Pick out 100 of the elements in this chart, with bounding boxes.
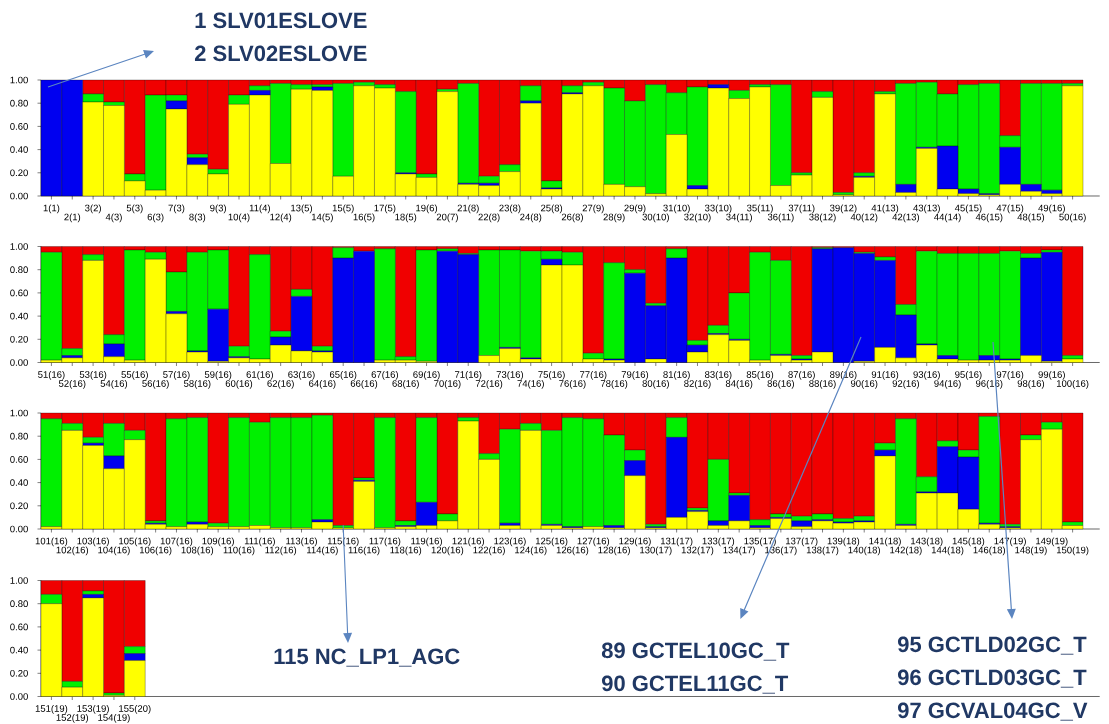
x-tick-label: 74(16) xyxy=(517,379,544,389)
x-tick-label: 24(8) xyxy=(520,213,542,223)
x-tick-label: 108(16) xyxy=(181,546,214,556)
x-tick-label: 144(18) xyxy=(931,546,964,556)
x-tick-label: 36(11) xyxy=(767,213,794,223)
text: 90 GCTEL11GC_T xyxy=(601,675,789,694)
x-tick-label: 95(16) xyxy=(955,370,982,380)
x-tick-label: 6(3) xyxy=(147,213,164,223)
y-tick-label: 0.60 xyxy=(10,456,28,463)
x-tick-label: 54(16) xyxy=(100,379,128,389)
x-tick-label: 16(5) xyxy=(353,213,375,223)
x-tick-label: 109(16) xyxy=(202,537,234,547)
y-tick-label: 0.60 xyxy=(10,623,28,631)
x-tick-label: 113(16) xyxy=(286,537,317,547)
y-tick-label: 0.40 xyxy=(10,646,28,654)
x-tick-label: 26(8) xyxy=(561,213,583,223)
x-tick-label: 152(19) xyxy=(56,713,89,723)
x-tick-label: 92(16) xyxy=(892,379,920,389)
x-tick-label: 138(17) xyxy=(806,546,839,556)
y-tick-label: 1.00 xyxy=(10,243,28,250)
x-tick-label: 99(16) xyxy=(1038,370,1065,380)
x-tick-label: 133(17) xyxy=(702,537,735,547)
text: 96 GCTLD03GC_T xyxy=(897,669,1087,688)
x-tick-label: 93(16) xyxy=(913,370,940,380)
y-tick-label: 0.00 xyxy=(10,192,28,200)
y-tick-label: 0.60 xyxy=(10,289,28,297)
x-tick-label: 146(18) xyxy=(973,546,1006,556)
x-tick-label: 123(16) xyxy=(494,537,526,547)
x-tick-label: 64(16) xyxy=(309,379,336,389)
x-tick-label: 20(7) xyxy=(436,213,458,223)
y-tick-label: 0.80 xyxy=(10,99,28,107)
x-tick-label: 1(1) xyxy=(43,204,60,214)
x-tick-label: 72(16) xyxy=(475,379,503,389)
x-tick-label: 140(18) xyxy=(848,546,880,556)
y-tick-label: 0.40 xyxy=(10,312,28,320)
y-tick-label: 0.60 xyxy=(10,123,28,130)
x-tick-label: 14(5) xyxy=(311,213,333,223)
x-tick-label: 142(18) xyxy=(890,546,922,556)
x-tick-label: 103(16) xyxy=(77,537,109,547)
x-tick-label: 67(16) xyxy=(371,370,398,380)
x-tick-label: 13(5) xyxy=(291,204,312,214)
x-tick-label: 34(11) xyxy=(726,213,752,223)
x-tick-label: 27(9) xyxy=(582,204,604,214)
x-tick-label: 117(16) xyxy=(369,537,401,547)
x-tick-label: 125(16) xyxy=(535,537,568,547)
x-tick-label: 127(16) xyxy=(577,537,610,547)
x-tick-label: 37(11) xyxy=(788,204,815,214)
x-tick-label: 65(16) xyxy=(329,370,357,380)
x-tick-label: 43(13) xyxy=(913,204,940,214)
x-tick-label: 88(16) xyxy=(809,379,836,389)
x-tick-label: 82(16) xyxy=(684,379,711,389)
x-tick-label: 129(16) xyxy=(619,537,651,547)
y-tick-label: 0.20 xyxy=(10,669,28,677)
x-tick-label: 102(16) xyxy=(56,546,89,556)
x-tick-label: 48(15) xyxy=(1017,213,1045,223)
x-tick-label: 18(5) xyxy=(395,213,417,223)
x-tick-label: 8(3) xyxy=(189,213,206,223)
x-tick-label: 77(16) xyxy=(580,370,607,380)
x-tick-label: 106(16) xyxy=(139,546,172,556)
text: 97 GCVAL04GC_V xyxy=(897,702,1088,721)
x-tick-label: 104(16) xyxy=(98,546,130,556)
x-tick-label: 105(16) xyxy=(119,537,151,547)
x-tick-label: 126(16) xyxy=(556,546,589,556)
x-tick-label: 147(19) xyxy=(994,537,1026,547)
x-tick-label: 2(1) xyxy=(64,213,81,223)
x-tick-label: 131(17) xyxy=(660,537,693,547)
x-tick-label: 42(13) xyxy=(892,213,920,223)
x-tick-label: 62(16) xyxy=(267,379,294,389)
x-tick-label: 46(15) xyxy=(975,213,1003,223)
x-tick-label: 55(16) xyxy=(121,370,148,380)
x-tick-label: 120(16) xyxy=(431,546,464,556)
x-tick-label: 5(3) xyxy=(126,204,143,214)
x-tick-label: 79(16) xyxy=(621,370,649,380)
x-tick-label: 53(16) xyxy=(79,370,107,380)
x-tick-label: 155(20) xyxy=(119,704,151,714)
x-tick-label: 51(16) xyxy=(38,370,65,380)
x-tick-label: 49(16) xyxy=(1038,204,1065,214)
y-tick-label: 0.80 xyxy=(10,600,28,608)
x-tick-label: 39(12) xyxy=(829,204,857,214)
x-tick-label: 110(16) xyxy=(223,546,255,556)
x-tick-label: 150(19) xyxy=(1056,546,1089,556)
x-tick-label: 87(16) xyxy=(788,370,815,380)
x-tick-label: 97(16) xyxy=(996,370,1024,380)
text: 1 SLV01ESLOVE xyxy=(195,12,367,29)
x-tick-label: 69(16) xyxy=(413,370,440,380)
x-tick-label: 59(16) xyxy=(204,370,232,380)
x-tick-label: 149(19) xyxy=(1036,537,1068,547)
x-tick-label: 70(16) xyxy=(434,379,461,389)
x-tick-label: 134(17) xyxy=(723,546,755,556)
x-tick-label: 41(13) xyxy=(871,204,899,214)
x-tick-label: 153(19) xyxy=(77,704,109,714)
x-tick-label: 76(16) xyxy=(559,379,586,389)
x-tick-label: 61(16) xyxy=(246,370,273,380)
x-tick-label: 86(16) xyxy=(767,379,794,389)
x-tick-label: 116(16) xyxy=(348,546,380,556)
x-tick-label: 9(3) xyxy=(210,204,226,214)
x-tick-label: 112(16) xyxy=(265,546,297,556)
x-tick-label: 94(16) xyxy=(934,379,961,389)
x-tick-label: 11(4) xyxy=(249,204,270,214)
x-tick-label: 107(16) xyxy=(160,537,193,547)
